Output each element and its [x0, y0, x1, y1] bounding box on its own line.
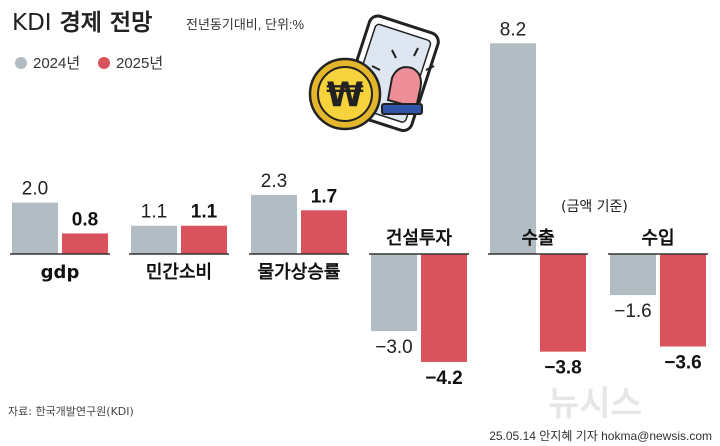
value-label-2024-4: 8.2	[500, 19, 526, 40]
labels-layer: 2.0 0.8 gdp 1.1 1.1 민간소비 2.3 1.7 물가상승률 −3.0 −4.2 건설…	[22, 19, 702, 389]
title-main: 경제 전망	[60, 10, 153, 36]
value-label-2024-1: 1.1	[141, 202, 167, 223]
bar-2025-3	[421, 254, 467, 362]
title-brand: KDI	[12, 10, 52, 36]
watermark: 뉴시스	[548, 384, 642, 424]
value-label-2025-1: 1.1	[191, 202, 218, 223]
bar-2025-0	[62, 233, 108, 254]
category-label-4: 수출	[521, 228, 554, 249]
legend-label-2024: 2024년	[33, 55, 80, 72]
value-label-2024-0: 2.0	[22, 179, 48, 200]
won-coin-icon: ₩	[308, 57, 382, 131]
value-label-2025-0: 0.8	[72, 209, 98, 230]
category-label-5: 수입	[641, 227, 674, 249]
source-note: 자료: 한국개발연구원(KDI)	[8, 405, 134, 418]
legend-label-2025: 2025년	[116, 55, 163, 72]
legend: 2024년 2025년	[15, 55, 163, 72]
illustration: ₩	[308, 14, 440, 133]
legend-swatch-2024	[15, 57, 27, 69]
bar-2025-5	[660, 254, 706, 347]
bar-2025-4	[540, 254, 586, 352]
bar-2025-2	[301, 210, 347, 254]
category-label-1: 민간소비	[146, 262, 212, 283]
value-label-2025-4: −3.8	[544, 358, 582, 379]
bar-2024-5	[610, 254, 656, 296]
value-label-2024-2: 2.3	[261, 171, 287, 192]
chart-title: KDI 경제 전망	[12, 10, 152, 36]
bar-2025-1	[181, 225, 227, 254]
bars-layer	[12, 43, 706, 362]
value-label-2024-5: −1.6	[614, 301, 652, 322]
value-label-2025-2: 1.7	[311, 186, 337, 207]
alarm-siren-icon	[371, 47, 435, 115]
export-import-note: (금액 기준)	[561, 199, 628, 215]
value-label-2024-3: −3.0	[375, 337, 413, 358]
value-label-2025-5: −3.6	[664, 353, 702, 374]
value-label-2025-3: −4.2	[425, 368, 463, 389]
category-label-2: 물가상승률	[258, 262, 341, 283]
bar-2024-0	[12, 202, 58, 254]
category-label-3: 건설투자	[386, 228, 453, 249]
coin-symbol: ₩	[326, 75, 364, 115]
bar-2024-4	[490, 43, 536, 255]
legend-swatch-2025	[98, 57, 110, 69]
category-label-0: gdp	[41, 262, 80, 283]
bar-2024-3	[371, 254, 417, 332]
bar-2024-1	[131, 225, 177, 254]
bar-2024-2	[251, 194, 297, 254]
chart-subtitle: 전년동기대비, 단위:%	[186, 17, 305, 32]
credit-line: 25.05.14 안지혜 기자 hokma@newsis.com	[489, 429, 712, 443]
